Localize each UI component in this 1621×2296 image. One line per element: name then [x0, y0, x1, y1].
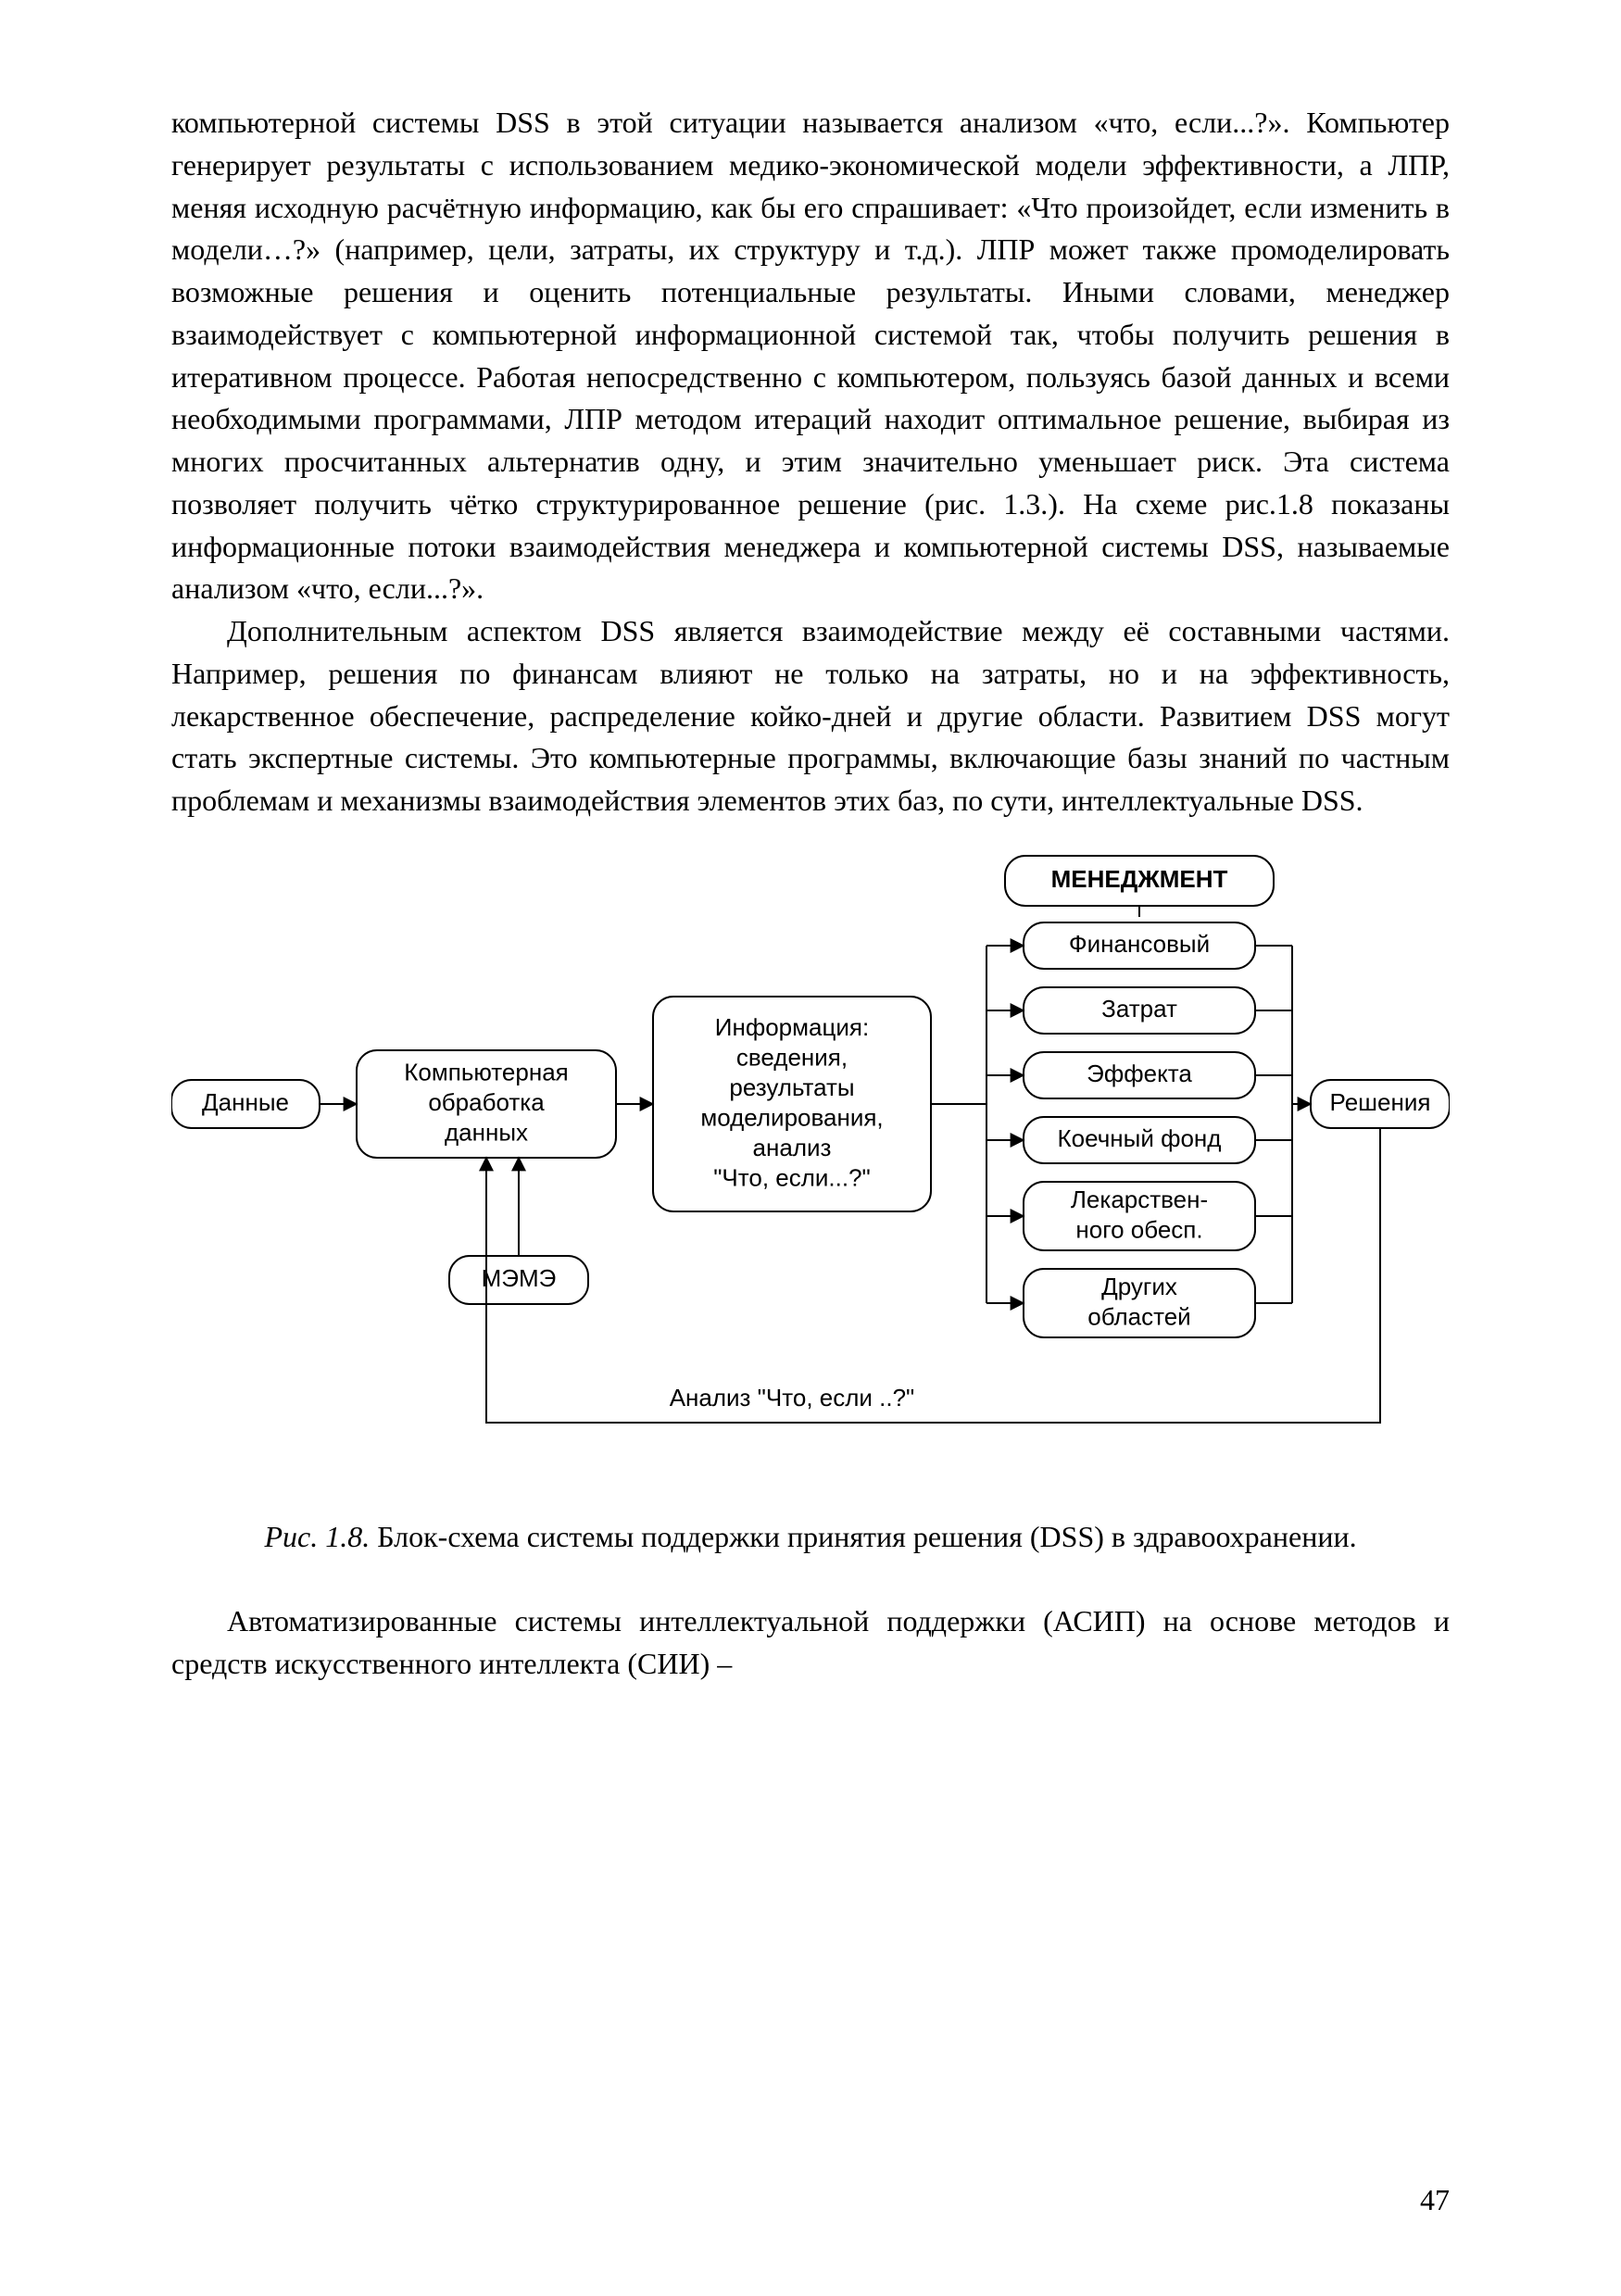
svg-text:Решения: Решения — [1330, 1088, 1431, 1116]
svg-text:ного обесп.: ного обесп. — [1075, 1215, 1202, 1243]
svg-text:Компьютерная: Компьютерная — [404, 1058, 568, 1085]
paragraph-3: Автоматизированные системы интеллектуаль… — [171, 1600, 1450, 1686]
flowchart-diagram: Данные Компьютерная обработкаданных Информа… — [171, 848, 1450, 1450]
svg-text:Эффекта: Эффекта — [1087, 1060, 1192, 1087]
svg-text:обработка: обработка — [428, 1088, 545, 1116]
svg-text:Затрат: Затрат — [1101, 995, 1177, 1023]
figure-1-8: Данные Компьютерная обработкаданных Информа… — [171, 848, 1450, 1450]
svg-text:Данные: Данные — [202, 1088, 289, 1116]
svg-text:сведения,: сведения, — [736, 1043, 848, 1071]
paragraph-2: Дополнительным аспектом DSS является вза… — [171, 610, 1450, 822]
svg-text:МЭМЭ: МЭМЭ — [482, 1264, 557, 1292]
svg-text:Анализ "Что, если ..?": Анализ "Что, если ..?" — [670, 1384, 915, 1411]
figure-caption-text: Блок-схема системы поддержки принятия ре… — [370, 1520, 1356, 1553]
svg-text:результаты: результаты — [729, 1073, 854, 1101]
figure-label: Рис. 1.8. — [264, 1520, 370, 1553]
svg-text:анализ: анализ — [753, 1134, 832, 1161]
svg-text:"Что, если...?": "Что, если...?" — [713, 1163, 871, 1191]
svg-text:Других: Других — [1101, 1273, 1177, 1300]
figure-caption: Рис. 1.8. Блок-схема системы поддержки п… — [171, 1515, 1450, 1558]
svg-text:Финансовый: Финансовый — [1069, 930, 1210, 958]
svg-text:Коечный фонд: Коечный фонд — [1058, 1124, 1222, 1152]
svg-text:областей: областей — [1087, 1302, 1190, 1330]
paragraph-1: компьютерной системы DSS в этой ситуации… — [171, 102, 1450, 610]
svg-text:данных: данных — [445, 1118, 528, 1146]
svg-text:Лекарствен-: Лекарствен- — [1071, 1186, 1208, 1213]
page-number: 47 — [1420, 2183, 1450, 2217]
svg-text:Информация:: Информация: — [715, 1013, 869, 1041]
svg-text:моделирования,: моделирования, — [700, 1103, 883, 1131]
svg-text:МЕНЕДЖМЕНТ: МЕНЕДЖМЕНТ — [1051, 865, 1228, 893]
